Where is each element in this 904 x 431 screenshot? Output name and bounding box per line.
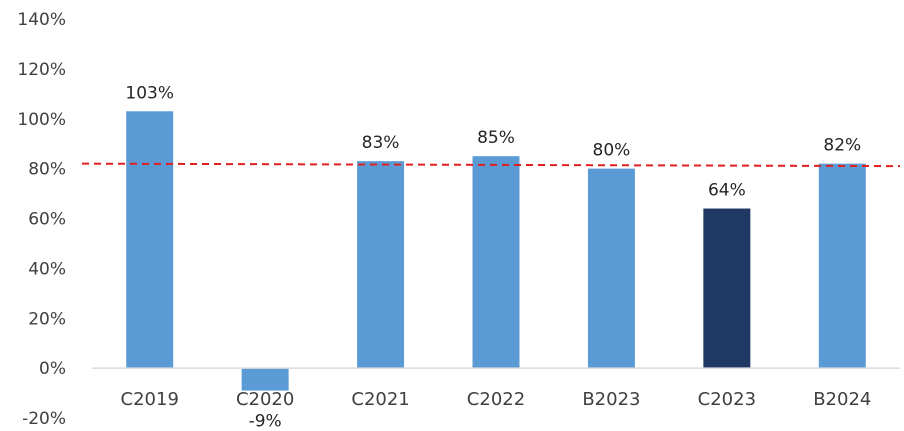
x-tick-label: C2022 [467,389,525,410]
bars [126,111,866,391]
x-tick-label: B2023 [582,389,640,410]
x-tick-label: C2023 [698,389,756,410]
x-axis: C2019 C2020 C2021 C2022 B2023 C2023 B2024 [121,389,872,410]
bar-c2022 [472,156,520,369]
y-tick-label: 140% [17,10,66,30]
bar-c2023 [703,208,751,369]
data-label: 82% [823,136,861,156]
y-tick-label: -20% [22,409,66,427]
bar-c2020 [241,368,289,391]
data-label: 85% [477,128,515,148]
y-tick-label: 20% [28,309,66,329]
data-label: 64% [708,181,746,201]
reference-line [81,162,901,168]
y-tick-label: 120% [17,60,66,80]
data-label: -9% [249,412,282,427]
data-label: 83% [362,133,400,153]
y-axis: -20% 0% 20% 40% 60% 80% 100% 120% 140% [17,10,66,429]
data-label: 103% [125,83,174,103]
bar-b2024 [818,163,866,369]
x-tick-label: C2020 [236,389,294,410]
data-label: 80% [593,141,631,161]
x-tick-label: C2021 [351,389,409,410]
y-tick-label: 100% [17,110,66,130]
data-labels: 103% -9% 83% 85% 80% 64% 82% [125,83,861,431]
y-tick-label: 80% [28,160,66,180]
bar-c2019 [126,111,174,369]
bar-c2021 [357,161,405,369]
y-tick-label: 40% [28,259,66,279]
y-tick-label: 60% [28,210,66,230]
x-tick-label: B2024 [813,389,871,410]
x-tick-label: C2019 [121,389,179,410]
y-tick-label: 0% [39,359,66,379]
bar-b2023 [587,168,635,369]
